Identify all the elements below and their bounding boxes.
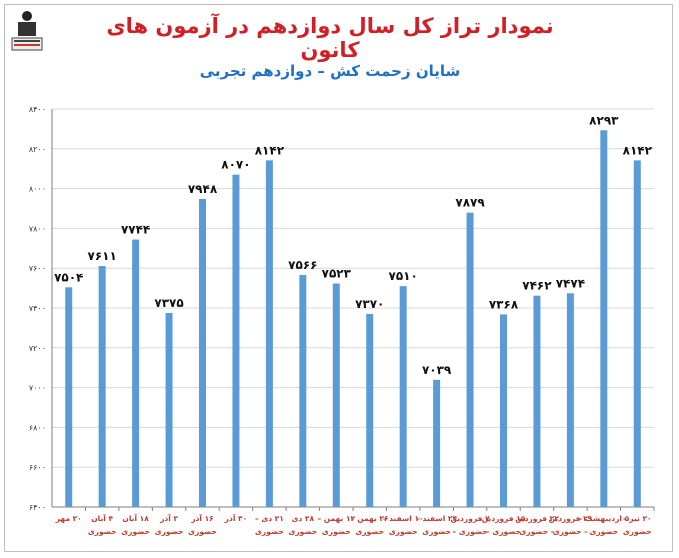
data-label: ۸۱۴۲ — [623, 143, 653, 157]
y-tick-label: ۸۲۰۰ — [29, 145, 46, 154]
bar — [332, 283, 340, 507]
x-tick-label: حضوری – — [453, 527, 488, 536]
data-label: ۸۰۷۰ — [221, 158, 250, 172]
y-tick-label: ۷۰۰۰ — [29, 384, 46, 393]
data-label: ۷۵۰۴ — [54, 270, 83, 284]
x-tick-label: – حضوری — [519, 527, 554, 536]
chart-subtitle: شایان زحمت کش – دوازدهم تجربی — [199, 62, 461, 80]
y-tick-label: ۶۶۰۰ — [29, 463, 46, 472]
bar — [633, 160, 641, 508]
bar — [199, 198, 206, 507]
x-tick-label: ۲۹ فروردین — [549, 514, 593, 523]
bar — [265, 160, 273, 508]
data-label: ۷۸۷۹ — [455, 196, 485, 210]
bar — [433, 379, 441, 507]
bar — [600, 130, 608, 507]
x-tick-label: ۲۴ اسفند – — [416, 514, 457, 523]
y-tick-label: ۶۴۰۰ — [29, 503, 46, 512]
data-label: ۸۲۹۳ — [589, 113, 619, 127]
bar — [232, 174, 240, 508]
x-tick-label: ۲ آذر — [159, 513, 178, 523]
x-tick-label: ۱۶ آذر — [190, 513, 214, 523]
bar — [65, 287, 73, 507]
y-tick-label: ۷۸۰۰ — [29, 224, 46, 233]
x-tick-label: ۲۱ دی – — [255, 514, 284, 523]
data-label: ۷۳۷۵ — [154, 296, 183, 310]
y-tick-label: ۸۰۰۰ — [29, 185, 46, 194]
data-label: ۷۳۷۰ — [355, 297, 384, 311]
data-label: ۷۵۶۶ — [288, 258, 317, 272]
x-tick-label: ۷ فروردین — [450, 514, 490, 523]
data-label: ۷۹۴۸ — [188, 182, 218, 196]
data-label: ۷۵۲۳ — [322, 267, 352, 281]
x-tick-label: حضوری — [389, 527, 418, 536]
x-tick-label: ۲۶ بهمن – — [351, 514, 389, 523]
x-tick-label: ۲۰ تیر – — [623, 514, 652, 523]
bar — [132, 239, 140, 507]
x-tick-label: ۲۰ مهر — [55, 514, 82, 523]
bar — [366, 313, 374, 507]
data-label: ۷۳۶۸ — [489, 297, 519, 311]
x-tick-label: ۱۲ بهمن – — [317, 514, 355, 523]
x-tick-label: ۴ آبان — [91, 513, 113, 523]
x-tick-label: حضوری — [188, 527, 217, 536]
data-label: ۷۴۶۲ — [522, 279, 552, 293]
x-tick-label: ۱۸ آبان — [122, 513, 149, 523]
x-tick-label: حضوری — [255, 527, 284, 536]
bar — [466, 212, 474, 507]
bar — [500, 314, 507, 507]
y-tick-label: ۷۶۰۰ — [29, 264, 46, 273]
data-label: ۸۱۴۲ — [255, 143, 285, 157]
x-tick-label: ۱۰ اسفند – — [383, 514, 424, 523]
x-tick-label: حضوری – — [486, 527, 521, 536]
x-tick-label: ۱۵ فروردین — [482, 514, 526, 523]
y-tick-label: ۶۸۰۰ — [29, 423, 46, 432]
x-tick-label: حضوری — [155, 527, 184, 536]
bar — [566, 293, 574, 507]
x-tick-label: ۲۸ دی — [292, 514, 315, 523]
x-tick-label: حضوری — [623, 527, 652, 536]
x-tick-label: – حضوری — [553, 527, 588, 536]
bar — [98, 266, 106, 507]
data-label: ۷۴۷۴ — [556, 276, 585, 290]
data-label: ۷۶۱۱ — [88, 249, 117, 263]
bar — [399, 286, 407, 507]
x-tick-label: حضوری — [88, 527, 117, 536]
y-tick-label: ۸۴۰۰ — [29, 105, 46, 114]
bar — [165, 312, 173, 507]
x-tick-label: حضوری — [322, 527, 351, 536]
y-tick-label: ۷۴۰۰ — [29, 304, 46, 313]
x-tick-label: حضوری — [422, 527, 451, 536]
data-label: ۷۵۱۰ — [389, 269, 418, 283]
chart-title: نمودار تراز کل سال دوازدهم در آزمون های … — [106, 14, 554, 62]
bar — [533, 295, 541, 507]
x-tick-label: ۵ اردیبهشت – — [578, 514, 629, 523]
x-tick-label: حضوری — [121, 527, 150, 536]
logo-icon — [11, 11, 43, 51]
data-label: ۷۷۴۴ — [121, 223, 150, 237]
data-label: ۷۰۳۹ — [422, 363, 452, 377]
x-tick-label: حضوری — [355, 527, 384, 536]
x-tick-label: حضوری — [288, 527, 317, 536]
x-tick-label: ۳۰ آذر — [224, 513, 248, 523]
x-tick-label: حضوری — [589, 527, 618, 536]
y-tick-label: ۷۲۰۰ — [29, 344, 46, 353]
x-tick-label: ۲۲ فروردین — [515, 514, 559, 523]
bar — [299, 274, 307, 507]
